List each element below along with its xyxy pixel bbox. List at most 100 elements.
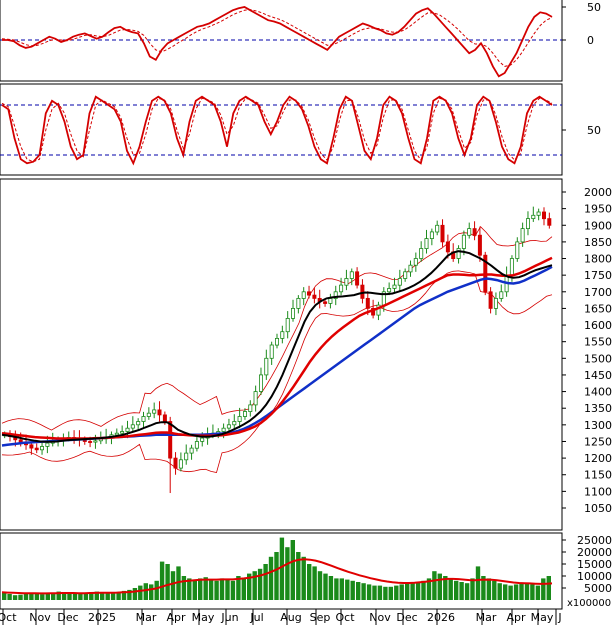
volume-bar bbox=[432, 571, 437, 600]
candle-body bbox=[392, 284, 397, 289]
volume-bar bbox=[356, 582, 361, 600]
volume-bar bbox=[29, 592, 34, 600]
candle-body bbox=[440, 224, 445, 243]
candle-body bbox=[141, 416, 146, 422]
month-label: Nov bbox=[369, 611, 391, 624]
candle-body bbox=[365, 297, 370, 309]
volume-layer bbox=[1, 537, 553, 600]
price-tick-label: 1100 bbox=[584, 485, 612, 498]
volume-bar bbox=[203, 577, 208, 600]
month-label: J bbox=[557, 611, 561, 624]
volume-tick-label: 20000 bbox=[577, 546, 612, 559]
volume-bar bbox=[100, 592, 105, 600]
candle-body bbox=[509, 258, 514, 276]
price-tick-label: 1400 bbox=[584, 386, 612, 399]
candle-body bbox=[189, 447, 194, 454]
volume-bar bbox=[399, 584, 404, 600]
volume-bar bbox=[138, 585, 143, 600]
volume-bar bbox=[345, 579, 350, 600]
price-tick-label: 1650 bbox=[584, 302, 612, 315]
candle-body bbox=[403, 271, 408, 279]
candle-body bbox=[355, 271, 360, 286]
volume-bar bbox=[219, 578, 225, 600]
candle-body bbox=[184, 452, 189, 461]
price-tick-label: 1150 bbox=[584, 469, 612, 482]
volume-bar bbox=[89, 592, 94, 600]
volume-bar bbox=[475, 566, 481, 600]
volume-tick-label: 15000 bbox=[577, 558, 612, 571]
volume-bar bbox=[454, 580, 459, 600]
volume-bar bbox=[149, 584, 154, 600]
macd-line bbox=[2, 6, 553, 78]
volume-bar bbox=[257, 568, 263, 600]
month-label: Apr bbox=[506, 611, 526, 624]
candle-body bbox=[531, 214, 536, 220]
candle-body bbox=[488, 291, 493, 309]
volume-bar bbox=[45, 593, 50, 600]
volume-bar bbox=[12, 595, 18, 600]
macd-tick-0: 0 bbox=[587, 34, 594, 47]
candle-body bbox=[157, 409, 162, 416]
volume-bar bbox=[143, 583, 148, 600]
macd-signal-line bbox=[1, 9, 553, 67]
volume-bar bbox=[301, 556, 306, 600]
volume-tick-label: 25000 bbox=[577, 534, 612, 547]
price-tick-label: 2000 bbox=[584, 186, 612, 199]
volume-bar bbox=[236, 576, 241, 600]
volume-bar bbox=[290, 540, 295, 600]
volume-bar bbox=[426, 578, 432, 600]
volume-bar bbox=[127, 589, 132, 600]
price-panel bbox=[0, 178, 563, 531]
volume-scale-label: x100000 bbox=[567, 598, 611, 609]
candle-body bbox=[312, 294, 317, 299]
month-label: Dec bbox=[396, 611, 417, 624]
candle-body bbox=[424, 238, 429, 250]
volume-bar bbox=[159, 561, 165, 600]
volume-bar bbox=[519, 583, 524, 600]
month-label: Aug bbox=[280, 611, 301, 624]
candle-body bbox=[45, 442, 50, 447]
volume-bar bbox=[268, 556, 274, 600]
volume-bar bbox=[383, 586, 388, 600]
candle-body bbox=[114, 432, 119, 436]
volume-bar bbox=[67, 593, 72, 600]
candle-body bbox=[542, 211, 547, 220]
volume-bar bbox=[252, 571, 257, 600]
volume-bar bbox=[94, 591, 99, 600]
volume-bar bbox=[72, 593, 78, 600]
price-tick-label: 1250 bbox=[584, 435, 612, 448]
candle-body bbox=[120, 431, 125, 434]
candle-body bbox=[237, 416, 242, 422]
price-tick-label: 1050 bbox=[584, 502, 612, 515]
volume-bar bbox=[230, 580, 236, 600]
volume-bar bbox=[110, 592, 116, 600]
candle-body bbox=[397, 278, 402, 286]
volume-bar bbox=[225, 579, 230, 600]
volume-bar bbox=[56, 591, 61, 600]
volume-bar bbox=[524, 583, 530, 600]
volume-bar bbox=[34, 593, 40, 600]
month-label: Dec bbox=[57, 611, 78, 624]
volume-bar bbox=[121, 590, 127, 600]
volume-tick-label: 5000 bbox=[584, 582, 612, 595]
ma20-line bbox=[1, 250, 553, 443]
volume-bar bbox=[448, 578, 453, 600]
candle-body bbox=[493, 297, 498, 309]
candle-body bbox=[88, 441, 93, 443]
volume-bar bbox=[339, 578, 344, 600]
candle-body bbox=[387, 288, 392, 293]
volume-bar bbox=[513, 584, 519, 600]
candle-body bbox=[408, 264, 413, 273]
candle-body bbox=[515, 241, 520, 259]
candle-body bbox=[301, 291, 306, 299]
volume-bar bbox=[181, 576, 187, 600]
candle-body bbox=[290, 307, 295, 319]
volume-bar bbox=[503, 584, 508, 600]
candle-body bbox=[323, 301, 328, 304]
price-tick-label: 1700 bbox=[584, 286, 612, 299]
candle-body bbox=[285, 317, 290, 333]
candle-body bbox=[221, 427, 226, 432]
volume-bar bbox=[165, 564, 170, 600]
month-label: Oct bbox=[0, 611, 17, 624]
